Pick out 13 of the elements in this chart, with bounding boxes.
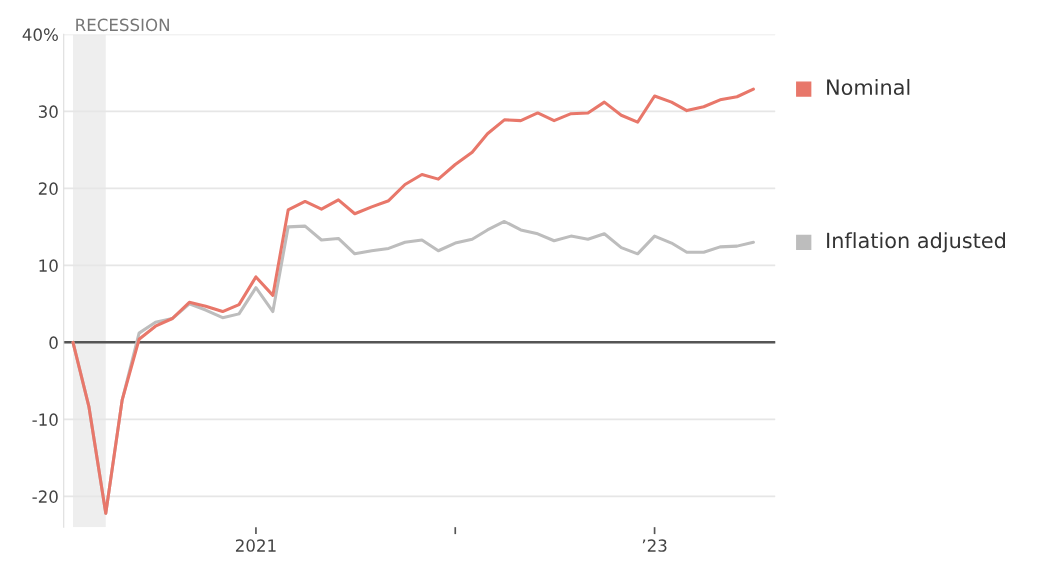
y-tick-label: 40% (22, 28, 58, 41)
y-tick-label: 20 (38, 182, 58, 195)
y-tick-label: 10 (39, 259, 58, 272)
y-tick-label: -20 (32, 490, 58, 503)
band-label: RECESSION (76, 18, 169, 32)
y-tick-label: -10 (32, 413, 58, 426)
y-tick-label: 30 (38, 105, 58, 118)
y-tick-label: 0 (49, 336, 58, 349)
legend-label: Inflation adjusted (827, 232, 1005, 253)
x-tick-label: 2021 (235, 539, 276, 552)
line-series (71, 87, 755, 515)
legend-label: Nominal (827, 78, 910, 96)
x-tick-label: ’23 (642, 539, 667, 552)
